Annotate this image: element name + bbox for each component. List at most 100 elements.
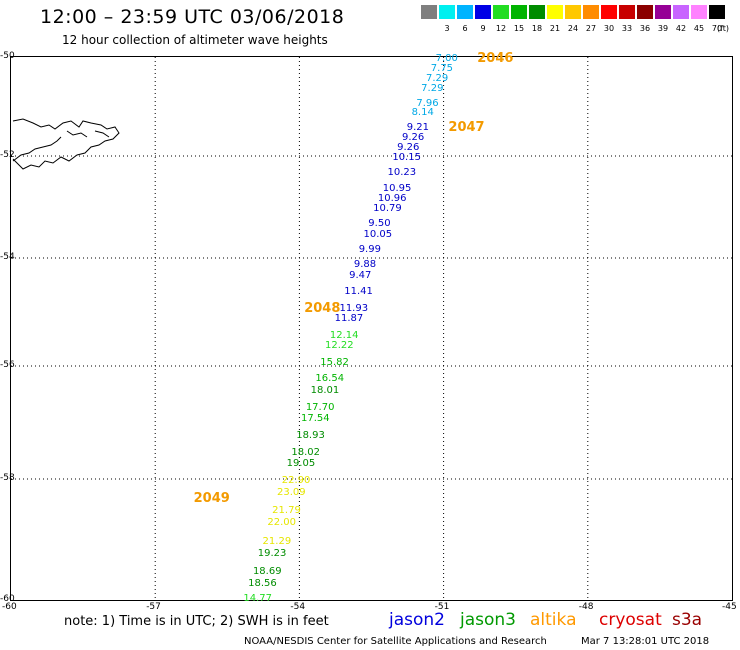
wave-height-value: 7.29 <box>421 82 444 94</box>
wave-height-value: 11.87 <box>334 313 364 325</box>
legend-label: 39 <box>657 24 669 33</box>
legend-label: 42 <box>675 24 687 33</box>
legend-label: 45 <box>693 24 705 33</box>
credit-text: NOAA/NESDIS Center for Satellite Applica… <box>244 636 547 647</box>
pass-number-label: 2047 <box>448 120 485 136</box>
longitude-tick-label: -45 <box>722 602 737 612</box>
wave-height-value: 10.95 <box>382 182 412 194</box>
wave-height-value: 9.26 <box>397 142 420 154</box>
longitude-tick-label: -60 <box>2 602 17 612</box>
wave-height-value: 10.79 <box>373 203 402 214</box>
legend-label: 3 <box>444 24 450 33</box>
graticule-grid <box>11 57 732 600</box>
legend-unit: (ft) <box>717 24 730 33</box>
wave-height-value: 9.50 <box>368 218 391 230</box>
wave-height-value: 18.01 <box>310 384 340 396</box>
latitude-tick-label: -60 <box>0 594 15 604</box>
latitude-tick-label: -54 <box>0 252 15 262</box>
map-canvas <box>11 57 732 600</box>
wave-height-value: 9.88 <box>353 259 377 271</box>
generation-timestamp: Mar 7 13:28:01 UTC 2018 <box>581 636 710 647</box>
wave-height-value: 21.79 <box>272 505 301 517</box>
satellite-name: jason2 <box>389 610 445 630</box>
legend-label: 70 <box>711 24 723 33</box>
legend-swatch <box>583 5 599 19</box>
wave-height-value: 9.21 <box>406 122 430 134</box>
legend-swatch <box>421 5 437 19</box>
legend-label: 33 <box>621 24 633 33</box>
wave-height-value: 23.09 <box>276 487 306 499</box>
satellite-name: jason3 <box>460 610 516 630</box>
latitude-tick-label: -52 <box>0 150 15 160</box>
wave-height-value: 15.82 <box>320 356 349 368</box>
legend-label: 36 <box>639 24 651 33</box>
legend-swatch <box>565 5 581 19</box>
wave-height-value: 22.00 <box>267 517 296 529</box>
wave-height-value: 7.75 <box>430 62 454 74</box>
legend-label: 15 <box>513 24 525 33</box>
legend-swatch <box>493 5 509 19</box>
pass-number-label: 2049 <box>193 491 230 507</box>
wave-height-value: 18.02 <box>291 446 321 458</box>
wave-height-value: 17.54 <box>301 412 330 424</box>
footer-note: note: 1) Time is in UTC; 2) SWH is in fe… <box>64 614 329 629</box>
map-plot-area: 7.00 7.75 7.29 7.29 7.96 8.14 9.21 9.26 9.26 10.1… <box>10 51 733 604</box>
wave-height-value: 10.15 <box>392 152 421 163</box>
map-subtitle: 12 hour collection of altimeter wave hei… <box>62 33 328 47</box>
legend-swatch <box>529 5 545 19</box>
wave-height-value: 7.29 <box>425 72 449 84</box>
legend-label: 30 <box>603 24 615 33</box>
legend-swatch <box>655 5 671 19</box>
legend-swatch <box>475 5 491 19</box>
legend-swatch <box>511 5 527 19</box>
wave-height-value: 16.54 <box>315 373 345 385</box>
wave-height-value: 17.70 <box>305 401 335 413</box>
wave-height-value: 10.23 <box>387 167 417 179</box>
map-title: 12:00 – 23:59 UTC 03/06/2018 <box>40 6 345 28</box>
wave-height-value: 11.93 <box>339 302 369 314</box>
longitude-tick-label: -51 <box>434 602 450 612</box>
legend-label: 21 <box>549 24 561 33</box>
satellite-name: altika <box>530 610 577 630</box>
legend-swatch <box>691 5 707 19</box>
wave-height-value: 8.14 <box>411 107 434 119</box>
legend-label: 6 <box>462 24 468 33</box>
legend-swatch <box>547 5 563 19</box>
latitude-tick-label: -50 <box>0 51 15 61</box>
legend-swatch <box>673 5 689 19</box>
legend-label: 27 <box>585 24 597 33</box>
latitude-tick-label: -58 <box>0 473 15 483</box>
pass-number-label: 2046 <box>477 51 514 66</box>
legend-swatch <box>637 5 653 19</box>
falkland-islands-coastline <box>12 118 120 170</box>
wave-height-value: 21.29 <box>262 535 292 547</box>
satellite-name: cryosat <box>599 610 662 630</box>
wave-height-value: 9.47 <box>349 270 372 282</box>
legend-swatch <box>439 5 455 19</box>
longitude-tick-label: -57 <box>146 602 161 612</box>
wave-height-value: 7.00 <box>435 53 458 64</box>
legend-label: 12 <box>495 24 507 33</box>
wave-height-value: 9.99 <box>358 243 381 255</box>
wave-height-value: 18.69 <box>252 565 282 577</box>
wave-height-value: 12.14 <box>329 329 359 341</box>
legend-swatch <box>457 5 473 19</box>
wave-height-value: 9.26 <box>401 132 425 144</box>
legend-label: 18 <box>531 24 543 33</box>
wave-height-value: 10.05 <box>363 228 393 240</box>
legend-swatch <box>601 5 617 19</box>
wave-height-value: 7.96 <box>416 97 439 109</box>
longitude-tick-label: -54 <box>290 602 306 612</box>
satellite-name: s3a <box>672 610 703 630</box>
wave-height-value: 10.96 <box>377 192 407 204</box>
wave-height-value: 14.77 <box>243 592 272 604</box>
wave-height-value: 18.56 <box>248 577 277 589</box>
wave-height-value: 19.05 <box>286 458 316 470</box>
wave-height-value: 22.90 <box>281 475 311 486</box>
pass-number-label: 2048 <box>304 300 341 316</box>
wave-height-value: 12.22 <box>325 340 354 352</box>
legend-label: 9 <box>480 24 486 33</box>
wave-height-value: 19.23 <box>257 547 287 559</box>
longitude-tick-label: -48 <box>578 602 594 612</box>
legend-swatch <box>619 5 635 19</box>
